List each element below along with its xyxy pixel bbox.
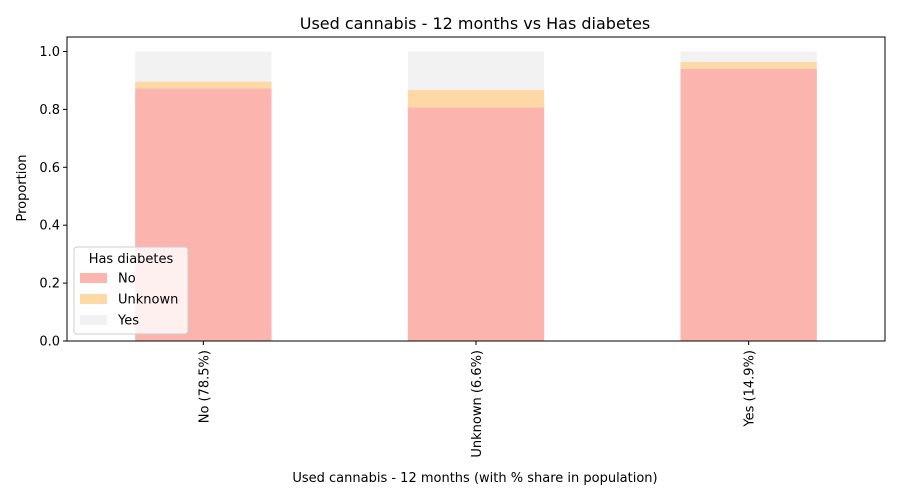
legend-label-unknown: Unknown — [118, 293, 178, 308]
bar-no-2 — [680, 68, 817, 341]
legend-label-no: No — [118, 272, 136, 287]
y-tick-label: 0.6 — [39, 161, 60, 176]
y-axis-label: Proportion — [15, 154, 30, 221]
y-tick-label: 0.0 — [39, 335, 60, 350]
y-tick-label: 0.4 — [39, 219, 60, 234]
x-axis-label: Used cannabis - 12 months (with % share … — [292, 471, 657, 486]
plot-area — [135, 51, 817, 342]
bar-unknown-0 — [135, 81, 272, 89]
bar-yes-2 — [680, 51, 817, 62]
legend-swatch-unknown — [80, 294, 107, 304]
legend: Has diabetes No Unknown Yes — [73, 246, 189, 335]
bar-unknown-1 — [407, 89, 545, 108]
y-tick-label: 0.8 — [39, 103, 60, 118]
x-axis: No (78.5%) Unknown (6.6%) Yes (14.9%) — [197, 341, 758, 458]
bar-yes-1 — [407, 51, 545, 90]
legend-swatch-no — [80, 273, 107, 283]
bar-unknown-2 — [680, 61, 817, 69]
y-tick-label: 0.2 — [39, 277, 60, 292]
chart-title: Used cannabis - 12 months vs Has diabete… — [300, 14, 651, 33]
legend-swatch-yes — [80, 315, 107, 325]
y-axis: 0.0 0.2 0.4 0.6 0.8 1.0 — [39, 45, 67, 350]
y-tick-label: 1.0 — [39, 45, 60, 60]
x-tick-label: Unknown (6.6%) — [470, 350, 485, 458]
x-tick-label: No (78.5%) — [197, 350, 212, 423]
legend-label-yes: Yes — [117, 314, 139, 329]
bar-yes-0 — [135, 51, 272, 82]
legend-box — [73, 246, 189, 335]
x-tick-label: Yes (14.9%) — [743, 350, 758, 428]
bar-no-1 — [407, 107, 545, 342]
legend-title: Has diabetes — [89, 252, 174, 267]
